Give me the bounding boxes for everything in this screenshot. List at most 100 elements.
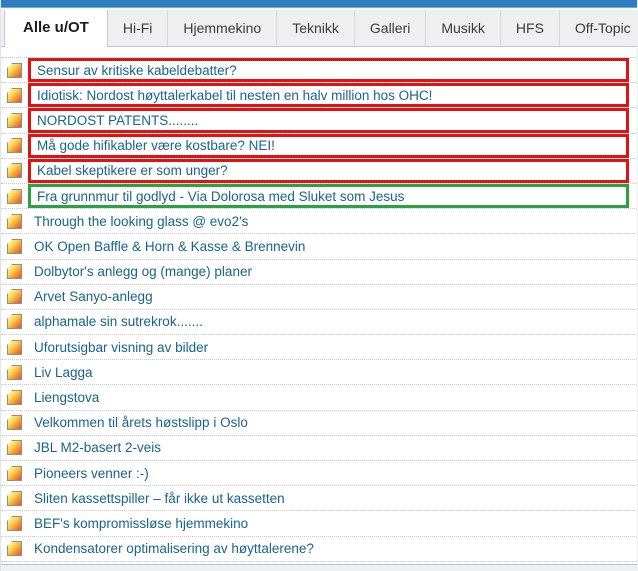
thread-row: Velkommen til årets høstslipp i Oslo	[1, 411, 637, 436]
thread-row: Fra grunnmur til godlyd - Via Dolorosa m…	[1, 183, 637, 210]
annotation-highlight-box-red: Kabel skeptikere er som unger?	[28, 158, 629, 183]
thread-row: Pioneers venner :-)	[1, 461, 637, 487]
thread-note-icon	[7, 314, 22, 330]
forum-tab-label: Alle u/OT	[23, 18, 89, 36]
thread-title-box: Arvet Sanyo-anlegg	[28, 285, 629, 309]
thread-row: OK Open Baffle & Horn & Kasse & Brennevi…	[1, 234, 637, 260]
forum-tab-hi-fi[interactable]: Hi-Fi	[107, 10, 169, 46]
forum-tab-label: Off-Topic	[574, 20, 631, 36]
thread-note-icon	[7, 213, 22, 229]
annotation-highlight-box-red: NORDOST PATENTS........	[28, 108, 629, 133]
thread-title-link[interactable]: Liv Lagga	[34, 364, 93, 380]
thread-title-link[interactable]: Through the looking glass @ evo2's	[34, 213, 249, 229]
thread-row: BEF's kompromissløse hjemmekino	[1, 511, 637, 537]
thread-title-link[interactable]: Fra grunnmur til godlyd - Via Dolorosa m…	[37, 188, 405, 204]
forum-tab-bar: Alle u/OT Hi-Fi Hjemmekino Teknikk Galle…	[1, 10, 638, 47]
thread-title-box: Through the looking glass @ evo2's	[28, 209, 629, 233]
thread-row: Kabel skeptikere er som unger?	[1, 158, 637, 184]
thread-note-icon	[7, 390, 22, 406]
thread-row: Liv Lagga	[1, 360, 637, 386]
thread-title-box: Pioneers venner :-)	[28, 461, 629, 485]
thread-note-icon	[7, 415, 22, 431]
thread-list: Sensur av kritiske kabeldebatter? Idioti…	[1, 57, 637, 564]
thread-title-link[interactable]: alphamale sin sutrekrok.......	[34, 314, 203, 330]
thread-title-link[interactable]: Pioneers venner :-)	[34, 465, 149, 481]
thread-title-box: Dolbytor's anlegg og (mange) planer	[28, 260, 629, 284]
thread-row: alphamale sin sutrekrok.......	[1, 310, 637, 336]
thread-row: JBL M2-basert 2-veis	[1, 436, 637, 461]
thread-title-link[interactable]: Sliten kassettspiller – får ikke ut kass…	[34, 490, 285, 506]
thread-title-box: JBL M2-basert 2-veis	[28, 436, 629, 460]
thread-note-icon	[7, 465, 22, 481]
thread-row: Dolbytor's anlegg og (mange) planer	[1, 260, 637, 285]
top-bar-gap	[1, 8, 637, 10]
forum-tab-label: Hi-Fi	[122, 20, 153, 36]
forum-tab-label: Galleri	[369, 20, 411, 36]
forum-tab-alle-u-ot[interactable]: Alle u/OT	[4, 10, 108, 47]
thread-row: Uforutsigbar visning av bilder	[1, 335, 637, 361]
thread-note-icon	[7, 138, 22, 154]
thread-title-link[interactable]: OK Open Baffle & Horn & Kasse & Brennevi…	[34, 238, 306, 254]
thread-title-box: Uforutsigbar visning av bilder	[28, 335, 629, 359]
forum-tab-label: Musikk	[441, 20, 485, 36]
forum-tab-off-topic[interactable]: Off-Topic	[559, 10, 638, 46]
thread-title-link[interactable]: NORDOST PATENTS........	[37, 112, 199, 128]
thread-title-link[interactable]: Kondensatorer optimalisering av høyttale…	[34, 541, 314, 557]
thread-title-link[interactable]: BEF's kompromissløse hjemmekino	[34, 515, 249, 531]
annotation-highlight-box-red: Idiotisk: Nordost høyttalerkabel til nes…	[28, 83, 629, 108]
thread-note-icon	[7, 339, 22, 355]
thread-row: Kondensatorer optimalisering av høyttale…	[1, 537, 637, 562]
thread-row: Idiotisk: Nordost høyttalerkabel til nes…	[1, 83, 637, 109]
thread-note-icon	[7, 188, 22, 204]
thread-row: Liengstova	[1, 385, 637, 411]
thread-note-icon	[7, 364, 22, 380]
forum-tab-label: Hjemmekino	[183, 20, 262, 36]
thread-title-link[interactable]: JBL M2-basert 2-veis	[34, 440, 162, 456]
thread-note-icon	[7, 163, 22, 179]
thread-row: NORDOST PATENTS........	[1, 108, 637, 134]
thread-title-box: Velkommen til årets høstslipp i Oslo	[28, 411, 629, 435]
thread-note-icon	[7, 264, 22, 280]
thread-title-link[interactable]: Velkommen til årets høstslipp i Oslo	[34, 415, 248, 431]
thread-note-icon	[7, 87, 22, 103]
annotation-highlight-box-red: Sensur av kritiske kabeldebatter?	[28, 58, 629, 83]
thread-title-link[interactable]: Uforutsigbar visning av bilder	[34, 339, 209, 355]
thread-title-link[interactable]: Sensur av kritiske kabeldebatter?	[37, 62, 237, 78]
thread-row: Sliten kassettspiller – får ikke ut kass…	[1, 486, 637, 512]
thread-title-box: Liv Lagga	[28, 360, 629, 384]
forum-tab-label: Teknikk	[292, 20, 339, 36]
thread-title-link[interactable]: Liengstova	[34, 390, 100, 406]
thread-row: Må gode hifikabler være kostbare? NEI!	[1, 133, 637, 159]
thread-title-box: BEF's kompromissløse hjemmekino	[28, 511, 629, 535]
thread-title-link[interactable]: Må gode hifikabler være kostbare? NEI!	[37, 138, 275, 154]
thread-note-icon	[7, 490, 22, 506]
thread-title-box: Kondensatorer optimalisering av høyttale…	[28, 537, 629, 561]
thread-title-link[interactable]: Arvet Sanyo-anlegg	[34, 289, 153, 305]
thread-row: Sensur av kritiske kabeldebatter?	[1, 58, 637, 84]
thread-note-icon	[7, 112, 22, 128]
thread-title-box: Liengstova	[28, 385, 629, 409]
annotation-highlight-box-green: Fra grunnmur til godlyd - Via Dolorosa m…	[28, 183, 629, 209]
thread-title-link[interactable]: Idiotisk: Nordost høyttalerkabel til nes…	[37, 87, 433, 103]
thread-note-icon	[7, 541, 22, 557]
thread-note-icon	[7, 62, 22, 78]
forum-tab-hjemmekino[interactable]: Hjemmekino	[168, 10, 278, 46]
thread-title-link[interactable]: Kabel skeptikere er som unger?	[37, 163, 228, 179]
thread-note-icon	[7, 289, 22, 305]
thread-title-box: alphamale sin sutrekrok.......	[28, 310, 629, 334]
footer-band	[1, 564, 637, 571]
thread-title-link[interactable]: Dolbytor's anlegg og (mange) planer	[34, 264, 252, 280]
thread-row: Through the looking glass @ evo2's	[1, 209, 637, 235]
forum-tab-hfs[interactable]: HFS	[500, 10, 560, 46]
thread-note-icon	[7, 440, 22, 456]
thread-note-icon	[7, 515, 22, 531]
thread-row: Arvet Sanyo-anlegg	[1, 285, 637, 310]
annotation-highlight-box-red: Må gode hifikabler være kostbare? NEI!	[28, 133, 629, 158]
forum-tab-galleri[interactable]: Galleri	[354, 10, 427, 46]
forum-tab-musikk[interactable]: Musikk	[426, 10, 501, 46]
top-accent-bar	[1, 0, 637, 8]
forum-tab-teknikk[interactable]: Teknikk	[277, 10, 355, 46]
forum-tab-label: HFS	[515, 20, 544, 36]
thread-note-icon	[7, 238, 22, 254]
